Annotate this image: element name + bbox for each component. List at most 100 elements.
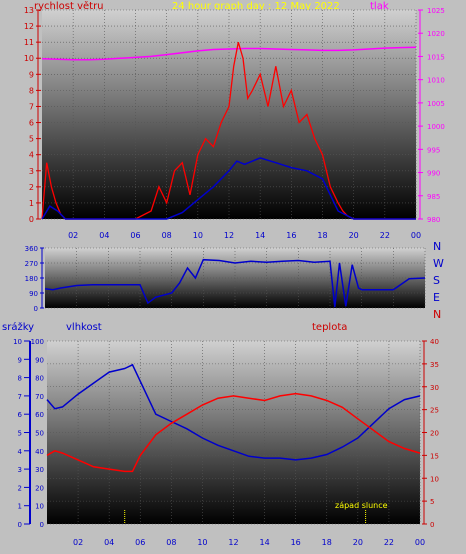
direction-line	[44, 258, 426, 308]
time-tick-label: 02	[68, 231, 78, 240]
temperature-tick-label: 20	[430, 430, 439, 438]
humidity-tick-label: 0	[40, 521, 44, 529]
time-tick-label: 22	[380, 231, 390, 240]
time-tick-label: 00	[411, 231, 421, 240]
wind-speed-tick-label: 0	[29, 215, 34, 224]
rain-tick-label: 5	[18, 430, 22, 438]
humidity-tick-label: 20	[35, 484, 44, 492]
time-tick-label: 14	[259, 538, 269, 547]
wind-speed-tick-label: 6	[29, 119, 34, 128]
time-tick-label: 18	[322, 538, 332, 547]
rain-tick-label: 10	[13, 338, 22, 346]
rain-tick-label: 9	[18, 356, 22, 364]
time-tick-label: 22	[384, 538, 394, 547]
compass-label: S	[433, 274, 440, 287]
pressure-tick-label: 985	[427, 193, 440, 201]
time-tick-label: 14	[255, 231, 265, 240]
compass-label: N	[433, 240, 442, 253]
humidity-tick-label: 70	[35, 393, 44, 401]
pressure-tick-label: 1020	[427, 30, 445, 38]
direction-tick-label: 180	[25, 275, 38, 283]
time-tick-label: 04	[104, 538, 114, 547]
direction-tick-label: 0	[34, 305, 38, 313]
wind-speed-tick-label: 8	[29, 86, 34, 95]
humidity-tick-label: 60	[35, 411, 44, 419]
wind-speed-tick-label: 13	[24, 6, 34, 15]
rain-tick-label: 4	[18, 448, 23, 456]
compass-label: N	[433, 308, 442, 321]
time-tick-label: 06	[135, 538, 145, 547]
time-tick-label: 12	[228, 538, 238, 547]
wind-direction-chart: 0 90 180 270 360	[25, 245, 426, 313]
time-tick-label: 20	[353, 538, 363, 547]
pressure-tick-label: 990	[427, 170, 440, 178]
wind-speed-tick-label: 10	[24, 54, 34, 63]
temperature-tick-label: 15	[430, 452, 439, 460]
pressure-tick-label: 1015	[427, 53, 445, 61]
wind-speed-tick-label: 11	[24, 38, 34, 47]
humidity-line	[46, 363, 421, 461]
time-tick-label: 12	[224, 231, 234, 240]
humidity-axis-label: vlhkost	[66, 322, 102, 333]
sunset-annotation: západ slunce	[335, 501, 388, 510]
temperature-tick-label: 5	[430, 498, 434, 506]
wind-speed-tick-label: 12	[24, 22, 34, 31]
pressure-tick-label: 1025	[427, 7, 445, 15]
humidity-tick-label: 10	[35, 503, 44, 511]
direction-tick-label: 270	[25, 260, 38, 268]
rain-tick-label: 3	[18, 466, 22, 474]
rain-tick-label: 6	[18, 411, 23, 419]
pressure-axis-label: tlak	[370, 1, 389, 12]
direction-tick-label: 90	[29, 290, 38, 298]
pressure-tick-label: 995	[427, 146, 440, 154]
wind-speed-axis-label: rychlost větru	[34, 1, 104, 12]
chart-title: 24 hour graph day : 12 May 2022	[172, 1, 340, 12]
wind-speed-tick-label: 4	[29, 151, 34, 160]
wind-speed-tick-label: 5	[29, 135, 34, 144]
pressure-tick-label: 1010	[427, 77, 445, 85]
time-tick-label: 08	[162, 231, 172, 240]
rain-tick-label: 1	[18, 503, 22, 511]
compass-label: W	[433, 257, 444, 270]
temperature-tick-label: 30	[430, 384, 439, 392]
humidity-tick-label: 90	[35, 356, 44, 364]
time-tick-label: 06	[130, 231, 140, 240]
time-tick-label: 10	[193, 231, 203, 240]
wind-speed-tick-label: 7	[29, 102, 34, 111]
time-tick-label: 00	[415, 538, 425, 547]
time-tick-label: 18	[317, 231, 327, 240]
time-tick-label: 08	[166, 538, 176, 547]
time-tick-label: 16	[286, 231, 296, 240]
time-tick-label: 10	[197, 538, 207, 547]
avg_speed-line	[41, 157, 416, 220]
temperature-tick-label: 25	[430, 407, 439, 415]
temperature-tick-label: 10	[430, 475, 439, 483]
humidity-tick-label: 80	[35, 375, 44, 383]
humidity-tick-label: 30	[35, 466, 44, 474]
wind-speed-tick-label: 9	[29, 70, 34, 79]
time-tick-label: 20	[349, 231, 359, 240]
temperature-tick-label: 35	[430, 361, 439, 369]
pressure-line	[41, 46, 417, 61]
rain-tick-label: 7	[18, 393, 22, 401]
humidity-tick-label: 40	[35, 448, 44, 456]
wind-speed-tick-label: 1	[29, 199, 34, 208]
temperature-axis-label: teplota	[312, 322, 348, 333]
time-tick-label: 04	[99, 231, 109, 240]
rain-tick-label: 0	[18, 521, 22, 529]
compass-label: E	[433, 291, 440, 304]
temperature-tick-label: 40	[430, 338, 439, 346]
time-tick-label: 16	[291, 538, 301, 547]
wind-speed-tick-label: 2	[29, 183, 34, 192]
direction-tick-label: 360	[25, 245, 38, 253]
humidity-tick-label: 100	[31, 338, 44, 346]
pressure-tick-label: 1005	[427, 100, 445, 108]
rain-axis-label: srážky	[2, 322, 35, 333]
humidity-tick-label: 50	[35, 430, 44, 438]
pressure-tick-label: 1000	[427, 123, 445, 131]
rain-tick-label: 8	[18, 375, 22, 383]
